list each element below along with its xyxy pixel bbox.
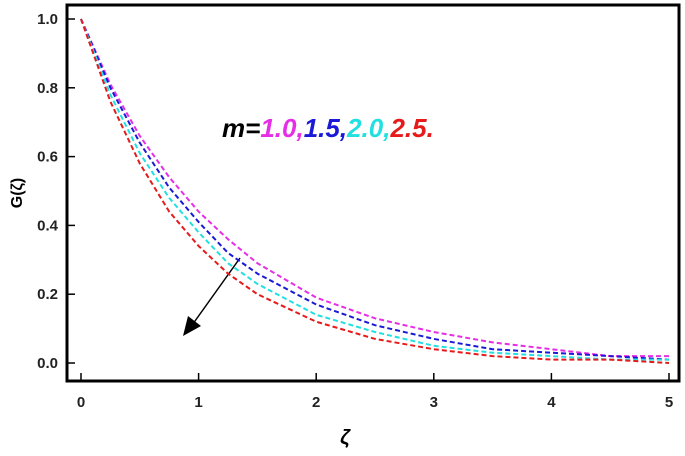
x-tick-label: 5 [665,394,673,411]
y-tick-label: 1.0 [37,11,58,28]
x-axis-label: ζ [340,427,351,449]
x-tick-label: 4 [547,394,556,411]
y-axis-label: G(ζ) [9,178,26,208]
y-tick-label: 0.0 [37,355,58,372]
series-line [80,18,669,361]
x-tick-label: 1 [194,394,202,411]
y-tick-label: 0.2 [37,286,58,303]
series-line [80,18,670,364]
legend-entry: 2.0, [346,113,390,143]
y-tick-label: 0.6 [37,149,58,166]
y-tick-label: 0.4 [37,217,59,234]
x-tick-label: 3 [430,394,438,411]
arrow [183,257,241,336]
annotation-prefix: m= [222,113,260,143]
legend-entry: 2.5. [389,113,433,143]
series-line [80,18,669,358]
y-tick-label: 0.8 [37,80,58,97]
x-tick-label: 0 [77,394,85,411]
annotation: m=1.0,1.5,2.0,2.5. [222,113,434,143]
legend-entry: 1.5, [304,113,347,143]
plot-frame [65,3,681,383]
x-tick-label: 2 [312,394,320,411]
series-line [80,18,670,361]
legend-entry: 1.0, [260,113,303,143]
